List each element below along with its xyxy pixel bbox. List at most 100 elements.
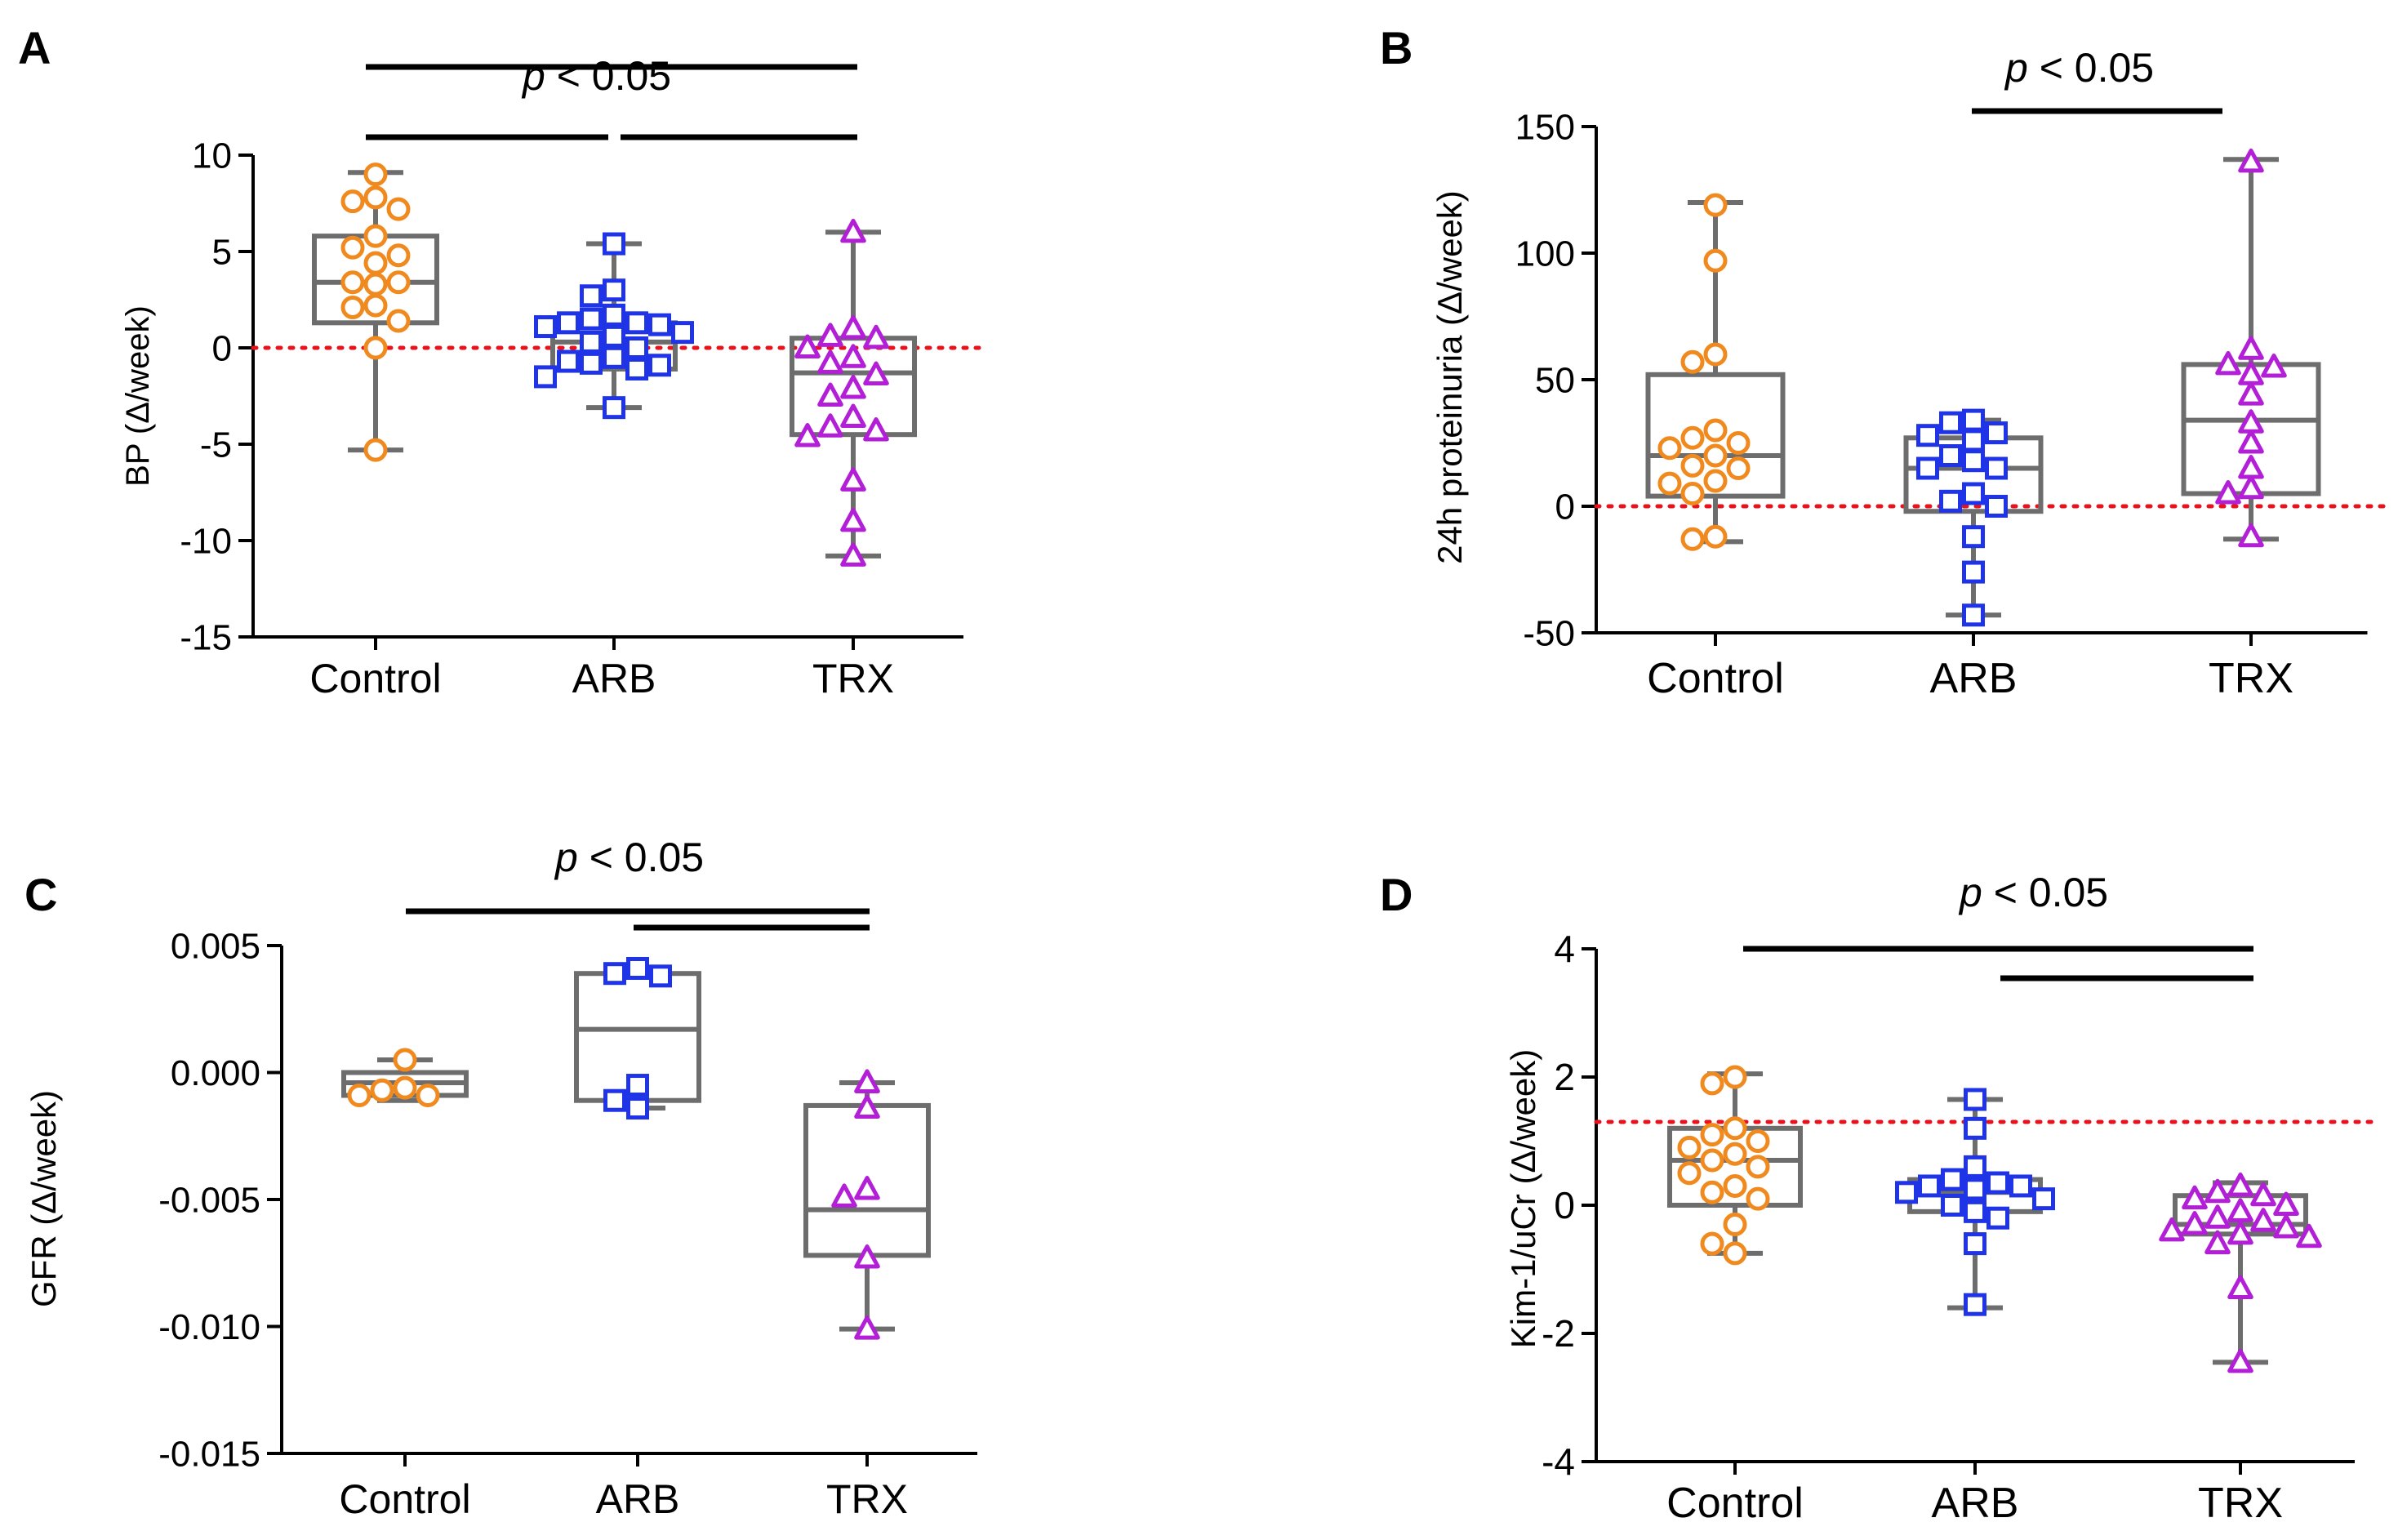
data-point <box>1657 471 1682 496</box>
data-point <box>1962 449 1985 473</box>
data-point <box>840 314 866 340</box>
data-point <box>340 235 365 260</box>
data-point <box>1939 444 1962 467</box>
data-point <box>386 270 411 295</box>
data-point <box>2238 148 2264 173</box>
data-point <box>854 1069 880 1093</box>
data-point <box>1700 1071 1724 1096</box>
data-point <box>603 345 625 369</box>
x-category-label: Control <box>1666 1480 1804 1527</box>
data-point <box>1918 1174 1941 1198</box>
panel-c: C 0.005 0.000 -0.005 -0.010 -0.015 Control ARB T… <box>24 835 977 1522</box>
significance: p < 0.05 <box>366 53 857 140</box>
data-point <box>580 330 603 354</box>
data-point <box>557 349 580 373</box>
data-point <box>1746 1129 1770 1153</box>
data-point <box>817 323 843 347</box>
data-point <box>1964 1293 1986 1316</box>
y-tick-label: 0 <box>1554 1184 1575 1226</box>
data-point <box>626 1097 649 1120</box>
points-trx <box>2215 148 2287 548</box>
y-tick-label: -15 <box>180 617 232 657</box>
data-point <box>863 324 889 349</box>
points-trx <box>794 218 889 567</box>
data-point <box>840 375 866 399</box>
data-point <box>649 964 672 988</box>
data-point <box>863 416 889 442</box>
data-point <box>1986 1206 2009 1230</box>
data-point <box>580 351 603 375</box>
data-point <box>2238 455 2264 479</box>
data-point <box>626 956 649 980</box>
data-point <box>1916 456 1939 480</box>
data-point <box>386 309 411 333</box>
y-tick-label: 0.005 <box>171 926 260 966</box>
y-tick-label: -5 <box>200 425 232 465</box>
panel-letter: C <box>24 869 57 920</box>
data-point <box>794 334 821 358</box>
panel-b: B 150 100 50 0 -50 Control ARB TRX 24h proteinuri… <box>1380 22 2390 702</box>
data-point <box>1700 1123 1724 1147</box>
data-point <box>2204 1204 2231 1229</box>
data-point <box>1677 1135 1702 1159</box>
data-point <box>1985 495 2008 518</box>
data-point <box>603 1088 626 1112</box>
points-control <box>1657 193 1751 551</box>
data-point <box>625 311 648 335</box>
data-point <box>840 218 866 243</box>
data-point <box>1964 1177 1986 1201</box>
data-point <box>1962 429 1985 452</box>
p-value-label: p < 0.05 <box>2004 45 2154 91</box>
data-point <box>854 1176 880 1200</box>
y-tick-label: -0.005 <box>158 1180 260 1220</box>
x-category-label: ARB <box>596 1476 680 1522</box>
box-iqr <box>1645 372 1786 499</box>
data-point <box>580 307 603 331</box>
data-point <box>1703 418 1728 443</box>
data-point <box>2238 523 2264 548</box>
data-point <box>817 349 843 374</box>
data-point <box>2227 1198 2253 1222</box>
data-point <box>1939 489 1962 513</box>
data-point <box>1703 248 1728 273</box>
points-arb <box>1916 408 2008 627</box>
data-point <box>648 354 671 377</box>
data-point <box>2273 1191 2299 1216</box>
data-point <box>1677 1161 1702 1186</box>
data-point <box>1680 527 1705 551</box>
data-point <box>854 1094 880 1119</box>
data-point <box>340 295 365 319</box>
data-point <box>363 293 388 318</box>
data-point <box>2159 1217 2185 1242</box>
data-point <box>1723 1213 1747 1237</box>
data-point <box>1962 408 1985 432</box>
panel-d: D 4 2 0 -2 -4 Control ARB TRX Kim-1/uCr (Δ/week) p… <box>1380 869 2378 1527</box>
data-point <box>1680 425 1705 450</box>
data-point <box>2215 480 2241 505</box>
data-point <box>1985 421 2008 445</box>
data-point <box>1941 1168 1964 1191</box>
y-axis-title: Kim-1/uCr (Δ/week) <box>1504 1049 1542 1348</box>
data-point <box>1726 431 1751 455</box>
data-point <box>1964 1200 1986 1223</box>
data-point <box>1746 1155 1770 1179</box>
p-value-label: p < 0.05 <box>521 53 671 99</box>
data-point <box>603 962 626 986</box>
data-point <box>1962 603 1985 627</box>
data-point <box>2204 1178 2231 1204</box>
data-point <box>1964 1116 1986 1140</box>
data-point <box>2182 1185 2208 1210</box>
x-category-label: TRX <box>826 1476 908 1522</box>
data-point <box>363 251 388 275</box>
data-point <box>1703 193 1728 217</box>
data-point <box>625 336 648 359</box>
data-point <box>603 396 625 420</box>
data-point <box>1916 424 1939 447</box>
panel-letter: B <box>1380 22 1413 73</box>
points-arb <box>1895 1088 2055 1316</box>
data-point <box>1962 482 1985 505</box>
data-point <box>1680 349 1705 374</box>
points-trx <box>831 1069 880 1340</box>
data-point <box>1703 524 1728 549</box>
data-point <box>840 507 866 532</box>
